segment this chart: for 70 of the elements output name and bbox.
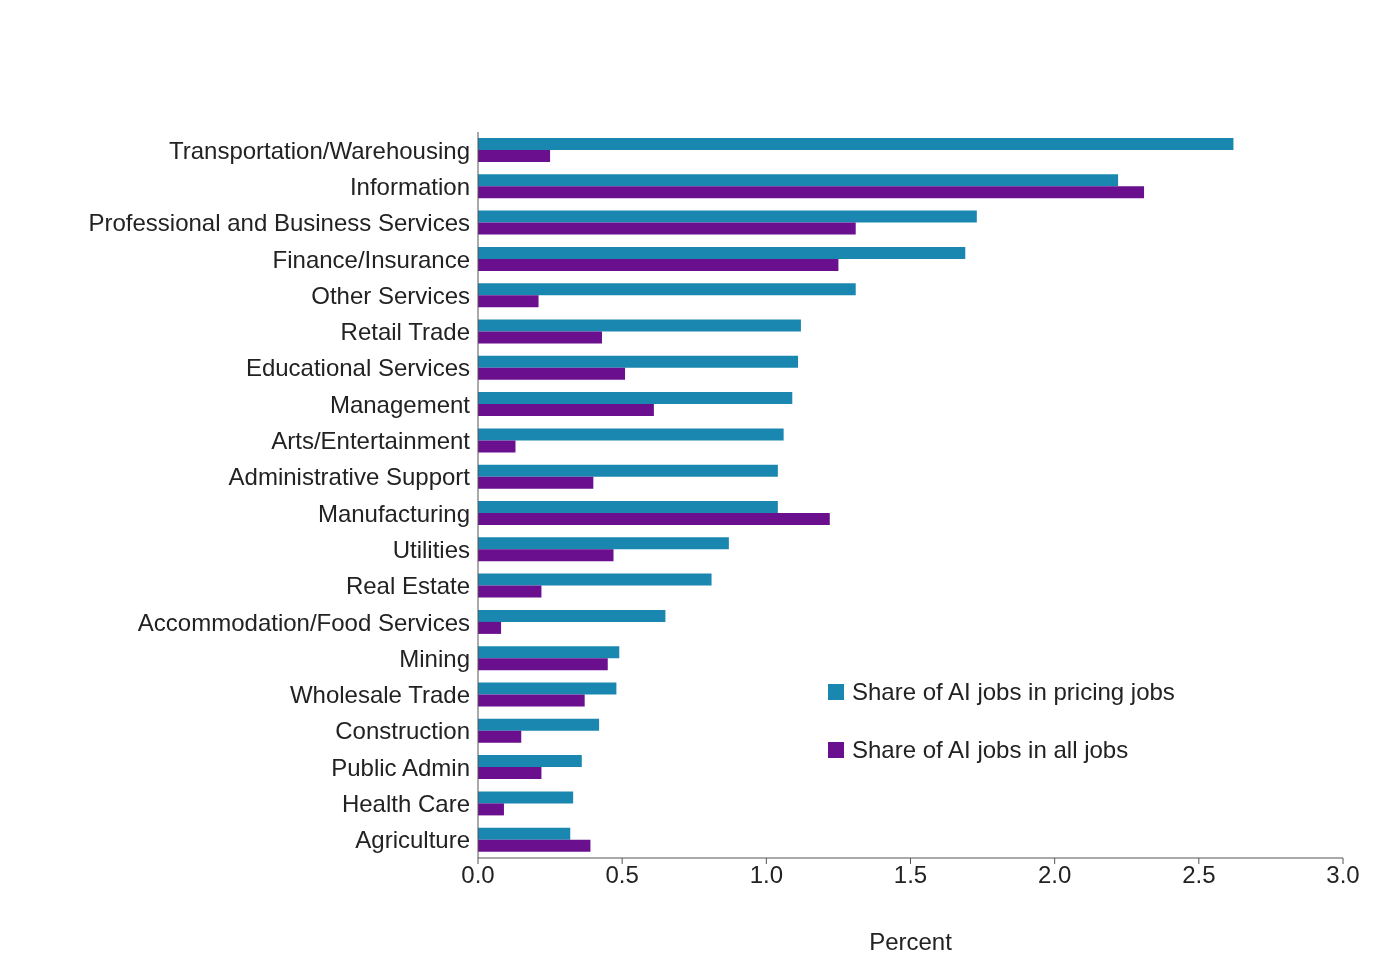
bar bbox=[478, 658, 608, 671]
x-tick-label: 0.0 bbox=[461, 861, 495, 889]
bar bbox=[478, 609, 666, 622]
y-tick-label: Real Estate bbox=[345, 572, 470, 600]
bar bbox=[478, 464, 778, 477]
x-tick-label: 3.0 bbox=[1326, 861, 1360, 889]
bar bbox=[478, 646, 620, 659]
legend-label: Share of AI jobs in pricing jobs bbox=[852, 678, 1175, 706]
bar bbox=[478, 138, 1234, 150]
y-tick-label: Agriculture bbox=[355, 826, 470, 854]
bar bbox=[478, 803, 504, 816]
bar bbox=[478, 621, 502, 634]
y-tick-label: Wholesale Trade bbox=[289, 681, 470, 709]
y-tick-label: Information bbox=[349, 172, 470, 200]
bar bbox=[478, 513, 830, 525]
bar bbox=[478, 258, 839, 271]
bar bbox=[478, 295, 539, 308]
bar bbox=[478, 404, 654, 417]
y-tick-label: Manufacturing bbox=[317, 499, 470, 527]
x-tick-label: 0.5 bbox=[605, 861, 639, 889]
bar bbox=[478, 367, 626, 380]
y-tick-label: Accommodation/Food Services bbox=[137, 608, 470, 636]
y-tick-label: Other Services bbox=[311, 281, 470, 309]
bar bbox=[478, 585, 542, 598]
bar bbox=[478, 730, 522, 743]
bar bbox=[478, 549, 614, 562]
bar bbox=[478, 791, 574, 804]
y-tick-label: Mining bbox=[399, 644, 470, 672]
bar bbox=[478, 186, 1145, 199]
y-tick-label: Transportation/Warehousing bbox=[168, 136, 470, 164]
bar bbox=[478, 331, 602, 344]
bar bbox=[478, 246, 966, 259]
bar bbox=[478, 476, 594, 489]
bar bbox=[478, 537, 729, 550]
bar bbox=[478, 283, 856, 296]
x-tick-label: 2.0 bbox=[1037, 861, 1072, 889]
x-tick-label: 1.5 bbox=[893, 861, 928, 889]
bar bbox=[478, 767, 542, 780]
bar bbox=[478, 440, 516, 453]
legend-label: Share of AI jobs in all jobs bbox=[852, 736, 1129, 764]
y-tick-label: Health Care bbox=[341, 790, 470, 818]
y-tick-label: Professional and Business Services bbox=[88, 209, 470, 237]
y-tick-label: Administrative Support bbox=[228, 463, 471, 491]
bar bbox=[478, 839, 591, 852]
y-tick-label: Retail Trade bbox=[340, 318, 470, 346]
bar bbox=[478, 501, 778, 513]
bar bbox=[478, 319, 801, 332]
bar bbox=[478, 150, 551, 162]
bar bbox=[478, 428, 784, 441]
y-tick-label: Finance/Insurance bbox=[272, 245, 470, 273]
y-tick-label: Management bbox=[329, 390, 471, 418]
bar bbox=[478, 210, 977, 223]
bar bbox=[478, 392, 793, 405]
y-tick-label: Educational Services bbox=[245, 354, 470, 382]
bar bbox=[478, 682, 617, 695]
x-tick-label: 2.5 bbox=[1182, 861, 1216, 889]
bar bbox=[478, 718, 600, 731]
bar bbox=[478, 694, 585, 707]
y-tick-label: Public Admin bbox=[331, 753, 470, 781]
y-tick-label: Utilities bbox=[392, 535, 470, 563]
x-tick-label: 1.0 bbox=[749, 861, 784, 889]
bar bbox=[478, 755, 582, 768]
x-axis-title: Percent bbox=[869, 928, 953, 955]
bar bbox=[478, 222, 856, 235]
y-tick-label: Construction bbox=[335, 717, 470, 745]
y-tick-label: Arts/Entertainment bbox=[271, 427, 471, 455]
bar bbox=[478, 827, 571, 840]
bar bbox=[478, 355, 799, 368]
bar bbox=[478, 573, 712, 586]
bar bbox=[478, 174, 1119, 187]
